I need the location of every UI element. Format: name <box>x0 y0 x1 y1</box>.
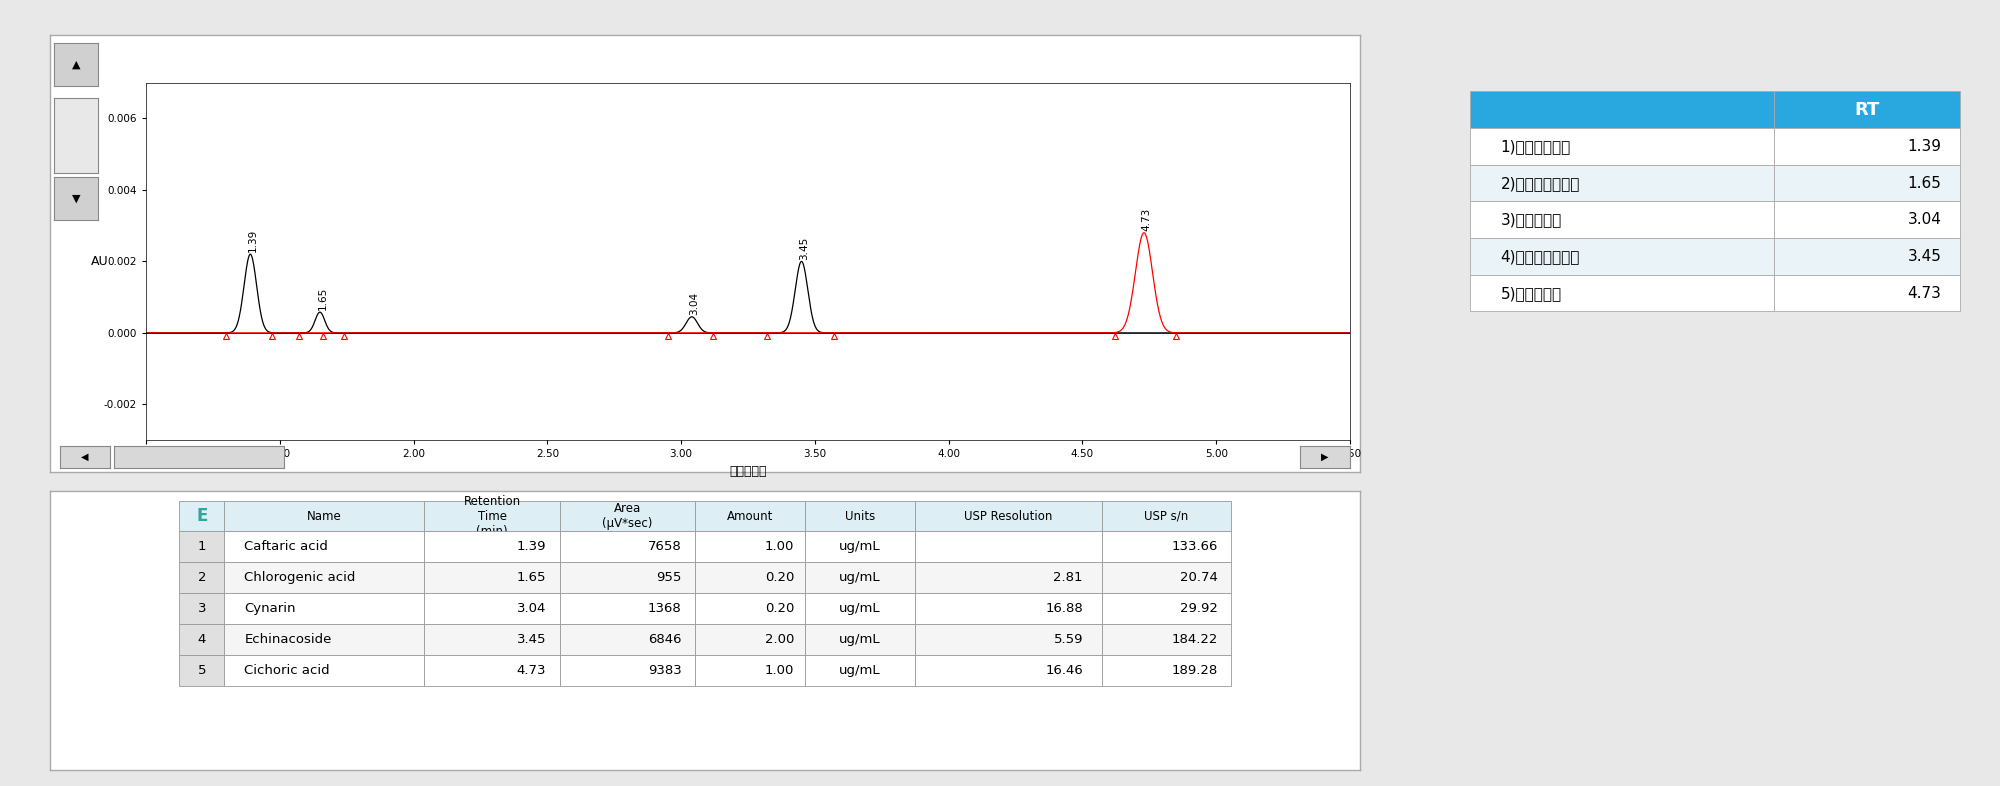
Y-axis label: AU: AU <box>90 255 108 268</box>
Text: ▼: ▼ <box>72 193 80 204</box>
Text: 3.04: 3.04 <box>690 292 700 315</box>
Text: 3.45: 3.45 <box>800 237 810 259</box>
Text: 1.39: 1.39 <box>248 230 258 252</box>
Text: ▶: ▶ <box>1322 452 1328 461</box>
Text: 4.73: 4.73 <box>1142 208 1152 231</box>
X-axis label: 時間（分）: 時間（分） <box>730 465 766 478</box>
Text: ◀: ◀ <box>82 452 88 461</box>
Text: 1.65: 1.65 <box>318 287 328 310</box>
Text: ▲: ▲ <box>72 60 80 70</box>
